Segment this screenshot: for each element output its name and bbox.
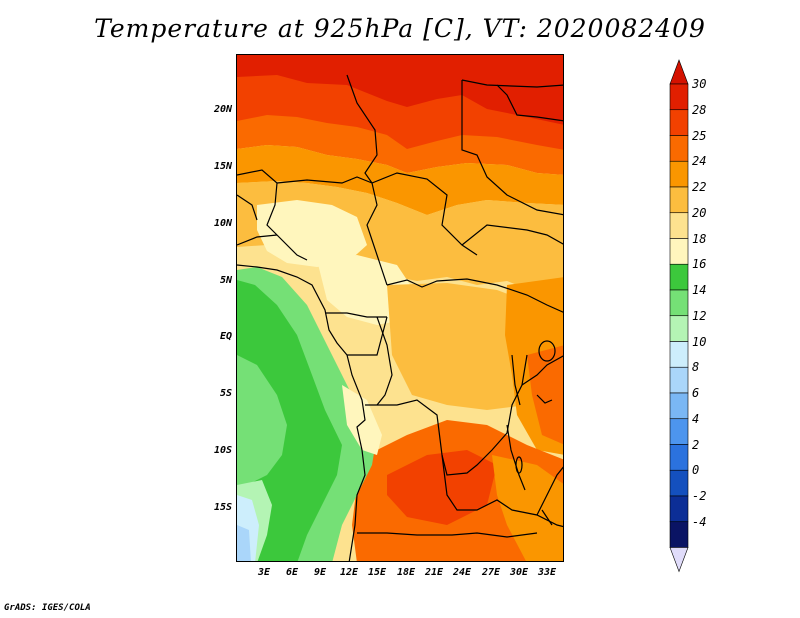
lat-label-20n: 20N (213, 104, 232, 115)
colorbar-swatch (669, 418, 689, 445)
footer-credit: GrADS: IGES/COLA (4, 603, 91, 613)
lon-label-24e: 24E (452, 567, 472, 578)
map-field (237, 55, 563, 561)
colorbar-swatch (669, 341, 689, 368)
field-band-14-inner (237, 355, 287, 485)
field-band-30 (237, 55, 563, 125)
lat-label-10s: 10S (213, 445, 232, 456)
lon-label-15e: 15E (367, 567, 387, 578)
field-band-28-south (387, 450, 497, 525)
temperature-map (236, 54, 564, 562)
colorbar-label: -2 (692, 489, 707, 503)
colorbar-label: 22 (692, 180, 707, 194)
lat-label-5n: 5N (219, 275, 232, 286)
colorbar-label: 12 (692, 308, 707, 323)
colorbar-swatch (669, 83, 689, 111)
colorbar-label: 24 (692, 154, 707, 169)
colorbar-label: 25 (692, 128, 707, 143)
field-band-8 (237, 525, 251, 561)
field-band-24-se (492, 455, 563, 561)
lon-label-12e: 12E (339, 567, 359, 578)
colorbar-label: 0 (692, 463, 700, 478)
colorbar-label: 18 (692, 231, 707, 246)
colorbar-label: 4 (692, 411, 700, 426)
colorbar-label: 2 (692, 437, 700, 452)
colorbar-label: 30 (692, 77, 707, 91)
lon-label-21e: 21E (424, 567, 444, 578)
colorbar-label: -4 (692, 514, 707, 529)
colorbar-swatch (669, 135, 689, 162)
colorbar-swatch (669, 289, 689, 317)
lon-label-18e: 18E (396, 567, 416, 578)
field-band-25-east (527, 345, 563, 445)
lat-label-15s: 15S (213, 502, 232, 513)
lat-label-15n: 15N (213, 161, 232, 172)
lat-label-5s: 5S (219, 388, 232, 399)
colorbar-swatch (669, 444, 689, 471)
colorbar-label: 10 (692, 334, 707, 349)
lon-label-27e: 27E (481, 567, 501, 578)
lat-label-eq: EQ (219, 331, 232, 342)
lon-label-33e: 33E (537, 567, 557, 578)
colorbar (669, 59, 689, 573)
colorbar-label: 20 (692, 205, 707, 220)
lon-label-30e: 30E (509, 567, 529, 578)
colorbar-swatch (669, 212, 689, 239)
colorbar-swatch (669, 160, 689, 188)
lon-label-6e: 6E (285, 567, 299, 578)
colorbar-swatch (669, 392, 689, 420)
colorbar-label: 6 (692, 386, 700, 400)
lakes (506, 340, 556, 526)
lon-label-9e: 9E (313, 567, 327, 578)
colorbar-swatch (669, 366, 689, 394)
colorbar-swatch (669, 263, 689, 291)
colorbar-swatch (669, 315, 689, 342)
colorbar-label: 28 (692, 102, 707, 117)
colorbar-top-arrow (669, 59, 689, 85)
colorbar-bottom-arrow (669, 547, 689, 573)
field-band-20-coast (342, 385, 382, 455)
colorbar-label: 16 (692, 257, 707, 272)
colorbar-swatch (669, 238, 689, 265)
lat-label-10n: 10N (213, 218, 232, 229)
colorbar-label: 14 (692, 283, 707, 297)
field-band-20-nigeria (257, 200, 367, 267)
country-borders (237, 74, 563, 561)
lon-label-3e: 3E (257, 567, 271, 578)
chart-title: Temperature at 925hPa [C], VT: 202008240… (94, 14, 706, 43)
colorbar-swatch (669, 521, 689, 548)
field-band-24 (237, 145, 563, 215)
colorbar-label: 8 (692, 360, 700, 375)
colorbar-swatch (669, 469, 689, 497)
colorbar-swatch (669, 186, 689, 214)
colorbar-swatch (669, 495, 689, 523)
colorbar-swatch (669, 109, 689, 136)
